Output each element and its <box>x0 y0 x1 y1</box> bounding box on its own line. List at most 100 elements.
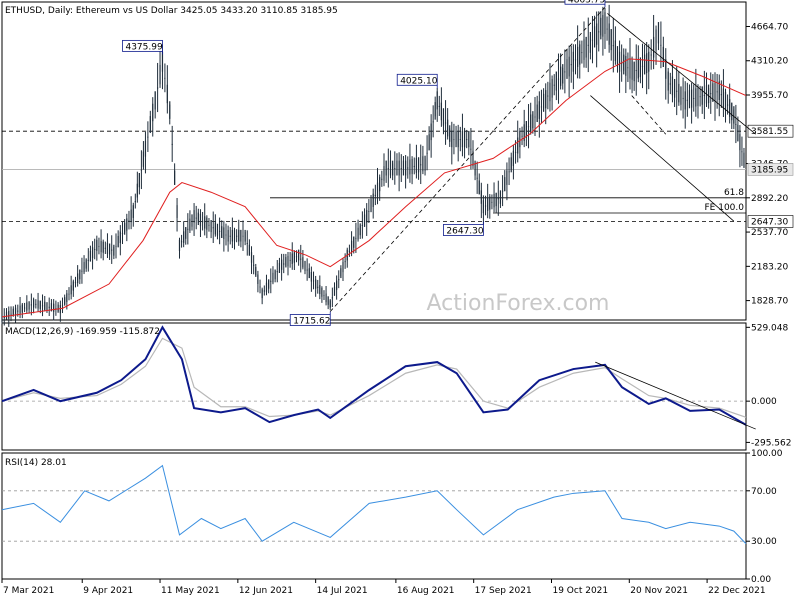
candle-body <box>248 244 250 256</box>
candle-body <box>710 93 712 95</box>
candle-body <box>272 272 274 283</box>
candle-body <box>737 124 739 142</box>
candle-body <box>193 210 195 223</box>
candle-body <box>302 257 304 268</box>
candle-body <box>83 262 85 273</box>
price-annotation-box <box>443 224 484 236</box>
candle-body <box>363 214 366 227</box>
candle-body <box>117 235 119 248</box>
candle-body <box>495 192 497 207</box>
candle-body <box>85 258 87 269</box>
candle-body <box>104 247 106 249</box>
candle-body <box>463 130 466 148</box>
candle-body <box>407 167 409 169</box>
candle-body <box>171 143 173 145</box>
candle-body <box>712 83 714 102</box>
candle-body <box>629 58 631 79</box>
candle-body <box>319 285 321 295</box>
candle-body <box>317 286 319 288</box>
candle-body <box>545 90 547 109</box>
candle-body <box>487 197 489 211</box>
candle-body <box>255 267 257 277</box>
candle-body <box>438 105 440 107</box>
x-tick-label: 17 Sep 2021 <box>475 586 532 596</box>
candle-body <box>212 227 214 229</box>
x-tick-label: 19 Oct 2021 <box>552 586 608 596</box>
candle-body <box>512 150 514 167</box>
candle-body <box>468 130 470 148</box>
candle-body <box>12 308 14 317</box>
candle-body <box>333 286 336 296</box>
macd-y-tick-label: 0.000 <box>751 397 777 407</box>
rsi-y-tick-label: 0.00 <box>751 575 771 585</box>
candle-body <box>157 87 159 89</box>
candle-body <box>643 54 646 75</box>
candle-body <box>115 245 117 247</box>
candle-body <box>240 229 242 242</box>
candle-body <box>722 88 725 107</box>
candle-body <box>154 91 156 110</box>
candle-body <box>46 302 48 311</box>
candle-body <box>424 155 426 171</box>
price-trendline <box>590 95 735 222</box>
candle-body <box>480 190 482 204</box>
price-trendline <box>631 95 667 135</box>
candle-body <box>3 316 5 318</box>
last-price-box <box>747 163 794 176</box>
candle-body <box>66 293 68 302</box>
candle-body <box>291 253 293 264</box>
macd-panel-frame <box>1 322 747 451</box>
candle-body <box>716 91 718 93</box>
candle-body <box>534 116 536 118</box>
candle-body <box>426 152 428 154</box>
candle-body <box>327 296 329 305</box>
candle-body <box>185 227 187 239</box>
x-tick-label: 22 Dec 2021 <box>708 586 766 596</box>
candle-body <box>287 255 289 267</box>
candle-body <box>381 178 383 180</box>
candle-body <box>387 168 389 170</box>
candle-body <box>295 256 298 258</box>
candle-body <box>383 166 385 181</box>
candle-body <box>660 44 662 46</box>
candle-body <box>1 314 3 322</box>
candle-body <box>355 237 357 239</box>
candle-body <box>23 307 26 309</box>
price-annotation-label: 1715.62 <box>293 317 330 327</box>
candle-body <box>321 287 323 297</box>
candle-body <box>532 111 534 129</box>
candle-body <box>130 209 132 223</box>
candle-body <box>579 44 581 65</box>
price-y-tick-label: 3955.70 <box>751 91 788 101</box>
candle-body <box>583 39 585 60</box>
candle-body <box>189 218 191 231</box>
candle-body <box>64 297 66 306</box>
candle-body <box>368 211 370 213</box>
candle-body <box>680 86 682 105</box>
candle-body <box>581 52 583 54</box>
candle-body <box>616 46 619 67</box>
candle-body <box>538 101 540 119</box>
candle-body <box>183 231 185 243</box>
candle-body <box>370 199 372 213</box>
candle-body <box>484 205 487 207</box>
candle-body <box>244 229 246 242</box>
price-annotation-box <box>122 39 163 52</box>
candle-body <box>440 102 442 121</box>
candle-body <box>361 224 363 226</box>
candle-body <box>476 177 478 179</box>
candle-body <box>497 198 499 200</box>
candle-body <box>372 193 374 207</box>
candle-body <box>124 222 126 235</box>
watermark: ActionForex.com <box>427 291 610 316</box>
candle-body <box>166 84 168 104</box>
candle-body <box>176 205 178 218</box>
candle-body <box>233 229 236 242</box>
x-tick-label: 16 Aug 2021 <box>397 586 455 596</box>
x-tick-label: 7 Mar 2021 <box>3 586 54 596</box>
candle-body <box>655 29 657 51</box>
candle-body <box>589 31 591 53</box>
candle-body <box>94 249 96 251</box>
candle-body <box>396 160 398 176</box>
candle-body <box>662 46 664 67</box>
